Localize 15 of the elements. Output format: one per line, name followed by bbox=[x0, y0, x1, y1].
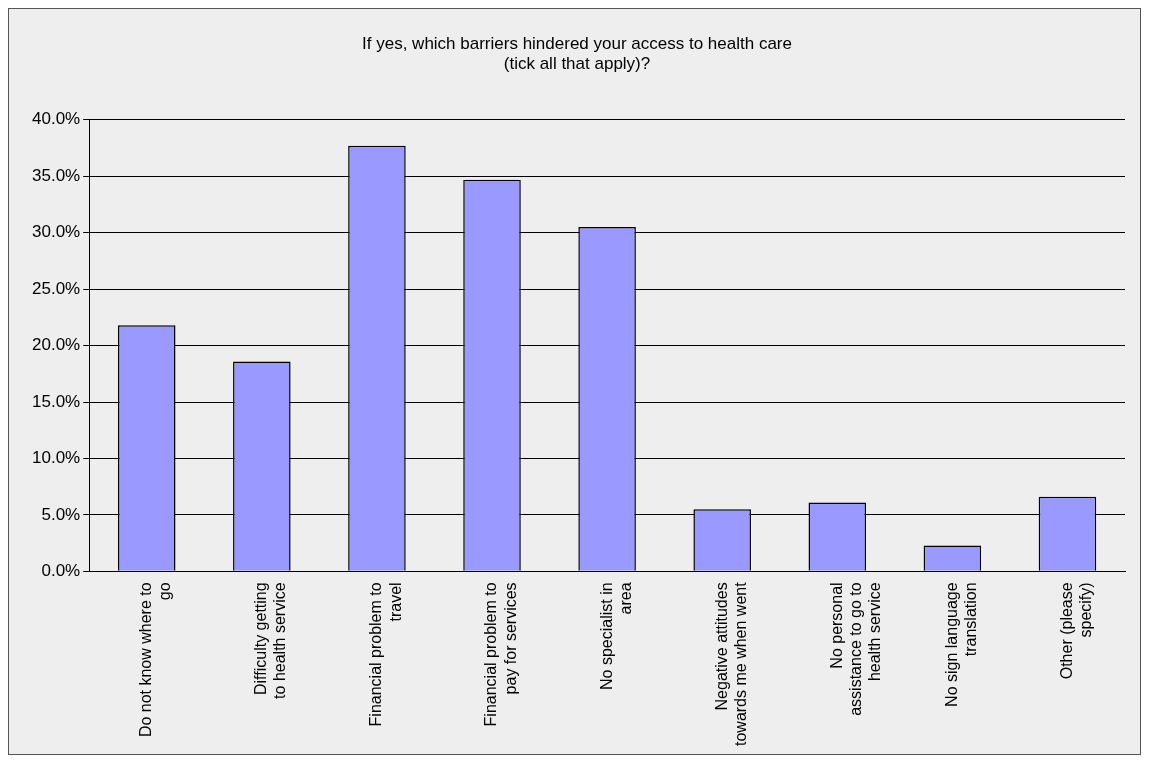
x-tick-label: Financial problem to travel bbox=[367, 582, 404, 727]
x-tick-label: No sign language translation bbox=[942, 582, 979, 707]
y-tick-label: 30.0% bbox=[32, 222, 81, 242]
y-tick-label: 40.0% bbox=[32, 109, 81, 129]
x-tick-label: Do not know where to go bbox=[137, 582, 174, 738]
y-tick-label: 5.0% bbox=[41, 504, 81, 524]
chart-title: If yes, which barriers hindered your access to health care (tick all that apply)? bbox=[362, 33, 792, 74]
x-tick-label: Other (please specify) bbox=[1057, 582, 1095, 680]
y-tick-label: 0.0% bbox=[41, 561, 81, 581]
y-tick-label: 25.0% bbox=[32, 278, 81, 298]
x-tick-label: No specialist in area bbox=[597, 582, 634, 690]
y-tick-label: 35.0% bbox=[32, 165, 81, 185]
y-tick-label: 20.0% bbox=[32, 335, 81, 355]
y-tick-label: 15.0% bbox=[32, 391, 81, 411]
y-tick-label: 10.0% bbox=[32, 448, 81, 468]
